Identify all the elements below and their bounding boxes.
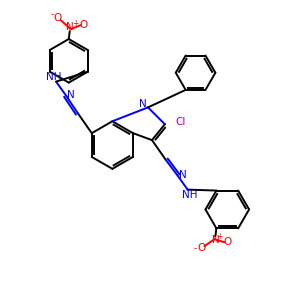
Text: +: + bbox=[73, 19, 79, 28]
Text: N: N bbox=[66, 22, 74, 32]
Text: N: N bbox=[139, 99, 147, 110]
Text: +: + bbox=[216, 232, 223, 241]
Text: O: O bbox=[197, 243, 206, 253]
Text: -: - bbox=[50, 10, 53, 19]
Text: O: O bbox=[54, 13, 62, 23]
Text: N: N bbox=[212, 235, 219, 245]
Text: N: N bbox=[67, 89, 75, 100]
Text: Cl: Cl bbox=[176, 117, 186, 127]
Text: O: O bbox=[80, 20, 88, 30]
Text: O: O bbox=[223, 237, 231, 247]
Text: N: N bbox=[179, 170, 187, 180]
Text: -: - bbox=[194, 244, 197, 253]
Text: NH: NH bbox=[182, 190, 197, 200]
Text: NH: NH bbox=[46, 72, 62, 82]
